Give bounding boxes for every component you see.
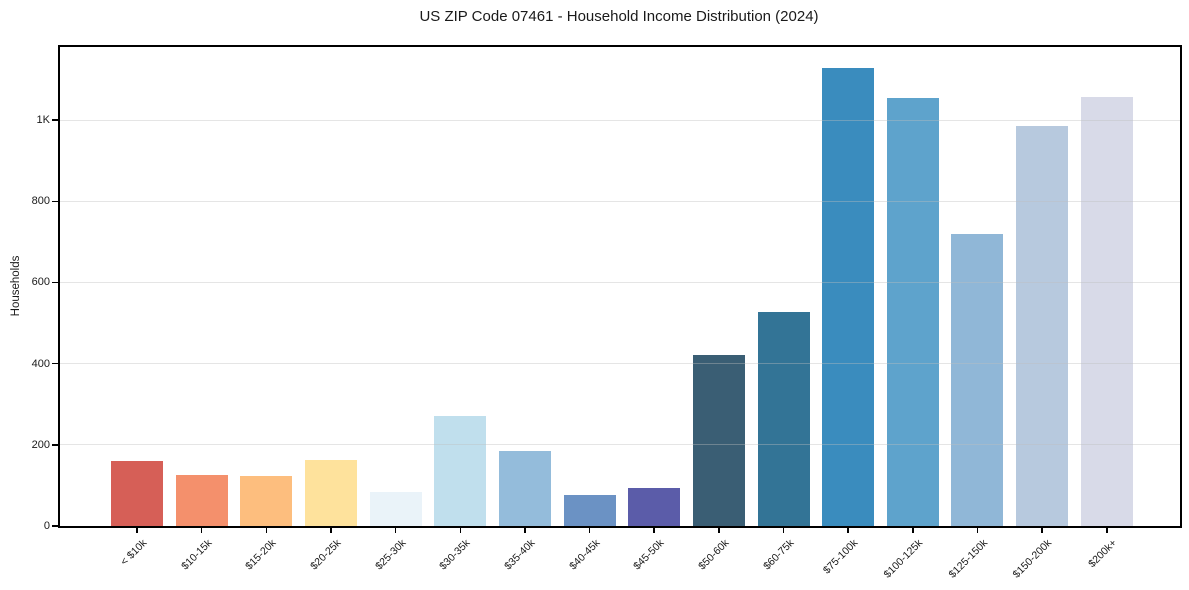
x-tick-$15-20k bbox=[265, 528, 268, 533]
y-tick-0 bbox=[52, 525, 58, 527]
x-tick-label-$150-200k: $150-200k bbox=[1011, 537, 1055, 581]
gridline-800 bbox=[60, 200, 1180, 202]
bar-$150-200k bbox=[1016, 126, 1069, 526]
gridline-400 bbox=[60, 363, 1180, 365]
x-tick-$40-45k bbox=[588, 528, 591, 533]
gridline-600 bbox=[60, 281, 1180, 283]
x-tick-label-$75-100k: $75-100k bbox=[821, 537, 861, 577]
x-tick-$60-75k bbox=[782, 528, 785, 533]
x-tick-< $10k bbox=[136, 528, 138, 533]
gridline-200 bbox=[60, 444, 1180, 446]
x-tick-label-$15-20k: $15-20k bbox=[243, 537, 279, 573]
bar-$15-20k bbox=[240, 476, 293, 526]
x-tick-$25-30k bbox=[394, 528, 397, 533]
x-tick-label-$40-45k: $40-45k bbox=[566, 537, 603, 573]
bar-$30-35k bbox=[434, 416, 487, 526]
x-tick-label-$25-30k: $25-30k bbox=[372, 537, 409, 573]
x-tick-label-$100-125k: $100-125k bbox=[881, 537, 926, 581]
bar-$40-45k bbox=[563, 495, 616, 526]
gridline-1K bbox=[60, 119, 1180, 121]
bar-$10-15k bbox=[175, 475, 228, 526]
x-tick-label-$35-40k: $35-40k bbox=[502, 537, 538, 573]
bar-$35-40k bbox=[498, 451, 551, 526]
y-tick-1K bbox=[52, 119, 58, 121]
y-tick-200 bbox=[52, 444, 58, 446]
bar-< $10k bbox=[111, 461, 163, 526]
x-tick-label-$200k+: $200k+ bbox=[1086, 537, 1120, 571]
x-tick-label-< $10k: < $10k bbox=[118, 537, 150, 568]
bar-$75-100k bbox=[822, 68, 875, 526]
x-tick-$100-125k bbox=[912, 528, 914, 533]
plot-area bbox=[58, 45, 1182, 528]
x-tick-$20-25k bbox=[330, 528, 332, 533]
y-tick-label-800: 800 bbox=[31, 195, 50, 208]
x-tick-label-$20-25k: $20-25k bbox=[308, 537, 344, 573]
y-tick-label-1K: 1K bbox=[36, 114, 50, 127]
bar-$200k+ bbox=[1080, 97, 1133, 526]
y-tick-label-200: 200 bbox=[31, 438, 50, 451]
x-tick-$125-150k bbox=[976, 528, 979, 533]
x-tick-label-$50-60k: $50-60k bbox=[696, 537, 732, 573]
x-tick-$10-15k bbox=[200, 528, 203, 533]
bar-$50-60k bbox=[692, 355, 745, 526]
x-tick-$45-50k bbox=[653, 528, 655, 533]
bar-$60-75k bbox=[757, 312, 810, 526]
y-tick-600 bbox=[52, 281, 58, 284]
x-tick-$30-35k bbox=[459, 528, 461, 533]
y-tick-400 bbox=[52, 362, 58, 365]
x-tick-label-$30-35k: $30-35k bbox=[437, 537, 473, 573]
y-tick-800 bbox=[52, 200, 58, 202]
x-tick-label-$10-15k: $10-15k bbox=[178, 537, 215, 573]
bar-$125-150k bbox=[951, 234, 1004, 526]
bar-$20-25k bbox=[304, 460, 357, 526]
bar-$45-50k bbox=[628, 488, 681, 526]
x-tick-label-$125-150k: $125-150k bbox=[946, 537, 990, 581]
x-tick-$50-60k bbox=[718, 528, 720, 533]
chart-title: US ZIP Code 07461 - Household Income Dis… bbox=[419, 8, 819, 25]
x-tick-$35-40k bbox=[524, 528, 526, 533]
x-tick-$75-100k bbox=[847, 528, 849, 533]
bar-$25-30k bbox=[369, 492, 422, 526]
y-tick-label-0: 0 bbox=[43, 520, 50, 532]
bar-$100-125k bbox=[886, 98, 939, 526]
x-tick-label-$45-50k: $45-50k bbox=[631, 537, 667, 573]
y-tick-label-600: 600 bbox=[31, 276, 50, 289]
y-tick-label-400: 400 bbox=[31, 357, 50, 370]
x-tick-$200k+ bbox=[1106, 528, 1108, 533]
x-tick-label-$60-75k: $60-75k bbox=[760, 537, 796, 573]
x-tick-$150-200k bbox=[1041, 528, 1043, 533]
